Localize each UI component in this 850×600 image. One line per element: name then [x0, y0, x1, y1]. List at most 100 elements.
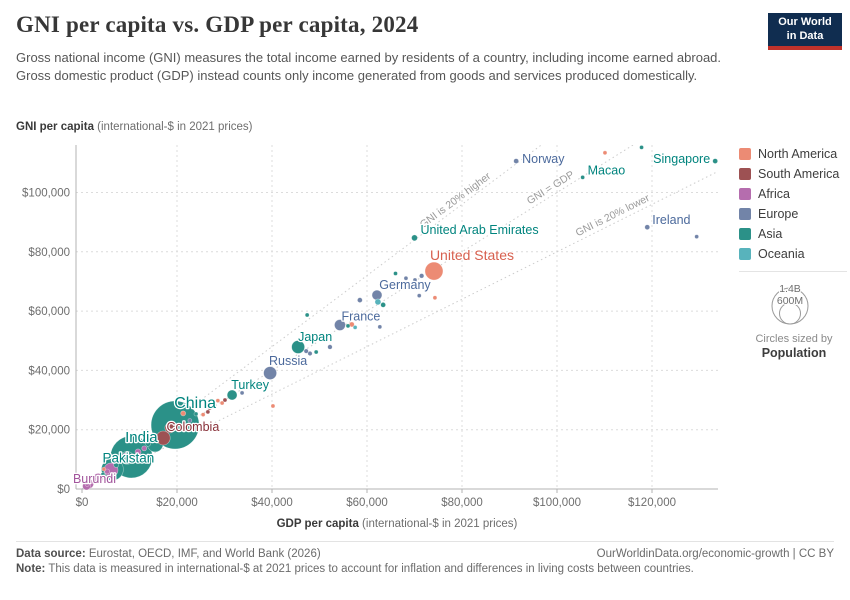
data-point[interactable]	[357, 297, 363, 303]
data-point[interactable]	[134, 448, 142, 456]
data-source-label: Data source:	[16, 548, 86, 560]
country-label: United Arab Emirates	[421, 223, 539, 237]
data-point[interactable]	[419, 273, 425, 279]
legend-swatch	[739, 168, 751, 180]
reference-line-label: GNI = GDP	[525, 169, 577, 207]
data-point[interactable]	[249, 380, 255, 386]
data-point[interactable]	[291, 340, 305, 354]
legend-item-europe[interactable]: Europe	[739, 207, 849, 221]
data-source: Data source: Eurostat, OECD, IMF, and Wo…	[16, 548, 321, 560]
x-tick-label: $20,000	[156, 497, 198, 509]
size-legend-caption: Circles sized by	[755, 333, 833, 345]
data-point[interactable]	[130, 454, 136, 459]
data-point[interactable]	[712, 158, 718, 164]
data-point[interactable]	[416, 293, 422, 298]
data-point[interactable]	[242, 384, 248, 390]
owid-link[interactable]: OurWorldinData.org/economic-growth | CC …	[596, 548, 834, 560]
chart-subtitle: Gross national income (GNI) measures the…	[16, 50, 722, 83]
data-point[interactable]	[222, 397, 228, 403]
data-point[interactable]	[352, 325, 358, 330]
data-point[interactable]	[263, 366, 277, 380]
data-point[interactable]	[639, 145, 644, 150]
data-point[interactable]	[313, 349, 319, 355]
data-point[interactable]	[411, 234, 418, 242]
country-label: India	[125, 429, 158, 446]
data-point[interactable]	[164, 422, 176, 434]
data-point[interactable]	[200, 412, 206, 417]
data-point[interactable]	[424, 261, 444, 281]
legend-label: Oceania	[758, 247, 805, 261]
legend-item-africa[interactable]: Africa	[739, 187, 849, 201]
legend-swatch	[739, 148, 751, 160]
data-point[interactable]	[270, 403, 276, 409]
data-point[interactable]	[393, 271, 398, 276]
owid-logo[interactable]: Our World in Data	[768, 13, 842, 50]
data-point[interactable]	[303, 348, 309, 354]
data-point[interactable]	[380, 302, 386, 308]
data-point[interactable]	[96, 474, 102, 480]
country-label: Norway	[522, 152, 565, 166]
data-point[interactable]	[307, 350, 313, 356]
data-point[interactable]	[327, 344, 333, 350]
data-point[interactable]	[412, 277, 418, 283]
y-tick-label: $60,000	[28, 306, 70, 318]
data-point[interactable]	[104, 468, 110, 475]
data-point[interactable]	[145, 441, 151, 447]
y-tick-label: $20,000	[28, 425, 70, 437]
data-point[interactable]	[345, 323, 351, 329]
data-point[interactable]	[377, 324, 383, 330]
data-point[interactable]	[403, 275, 409, 281]
note-text: This data is measured in international-$…	[45, 563, 694, 575]
data-point[interactable]	[226, 389, 238, 401]
data-point[interactable]	[193, 411, 199, 417]
data-point[interactable]	[287, 359, 293, 365]
data-point[interactable]	[694, 234, 699, 239]
data-point[interactable]	[101, 466, 107, 472]
legend-label: Africa	[758, 187, 790, 201]
country-label: Germany	[379, 278, 431, 292]
data-point[interactable]	[100, 472, 106, 477]
note-label: Note:	[16, 563, 46, 575]
data-point[interactable]	[644, 224, 651, 230]
data-point[interactable]	[89, 479, 95, 485]
axes: $0 $20,000 $40,000 $60,000 $80,000 $100,000 $1…	[22, 145, 718, 509]
data-point[interactable]	[155, 430, 171, 446]
data-point[interactable]	[122, 452, 128, 458]
legend-label: Europe	[758, 207, 799, 221]
chart-header: GNI per capita vs. GDP per capita, 2024 …	[16, 12, 756, 85]
data-point[interactable]	[180, 410, 186, 417]
data-point[interactable]	[304, 312, 310, 318]
footer-note: Note: This data is measured in internati…	[16, 563, 834, 575]
legend-item-south-america[interactable]: South America	[739, 167, 849, 181]
footer-source-row: Data source: Eurostat, OECD, IMF, and Wo…	[16, 548, 834, 560]
data-point[interactable]	[215, 398, 221, 403]
legend-swatch	[739, 248, 751, 260]
country-label: Colombia	[166, 420, 219, 434]
data-point[interactable]	[187, 418, 193, 423]
data-point[interactable]	[84, 482, 90, 487]
data-point[interactable]	[513, 158, 519, 164]
country-label: China	[174, 395, 216, 412]
data-source-text: Eurostat, OECD, IMF, and World Bank (202…	[85, 548, 321, 560]
data-point[interactable]	[113, 462, 119, 468]
data-point[interactable]	[205, 409, 211, 415]
country-label: Russia	[269, 354, 307, 368]
country-label: Singapore	[653, 152, 710, 166]
legend-item-asia[interactable]: Asia	[739, 227, 849, 241]
data-point[interactable]	[207, 405, 213, 411]
data-point[interactable]	[334, 319, 346, 331]
x-axis-title: GDP per capita (international-$ in 2021 …	[277, 518, 518, 530]
data-point[interactable]	[117, 458, 123, 464]
data-point[interactable]	[602, 150, 608, 156]
data-point[interactable]	[432, 295, 438, 301]
legend-item-north-america[interactable]: North America	[739, 147, 849, 161]
data-point[interactable]	[219, 400, 225, 406]
data-point[interactable]	[580, 175, 585, 180]
legend-item-oceania[interactable]: Oceania	[739, 247, 849, 261]
size-legend-big-label: 1.4B	[779, 283, 801, 295]
data-point[interactable]	[239, 390, 245, 396]
data-point[interactable]	[141, 445, 148, 452]
legend-swatch	[739, 228, 751, 240]
data-point[interactable]	[374, 298, 382, 306]
